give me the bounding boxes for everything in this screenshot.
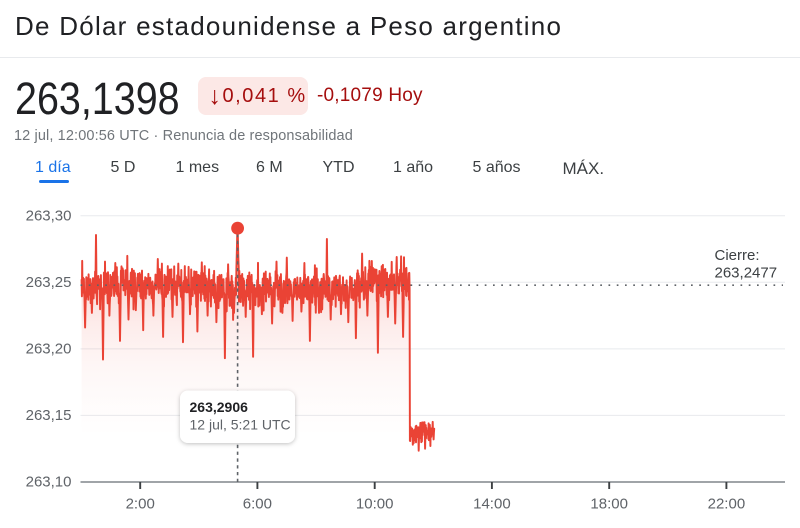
svg-text:2:00: 2:00: [126, 496, 155, 513]
svg-text:12 jul, 5:21 UTC: 12 jul, 5:21 UTC: [190, 417, 291, 433]
svg-text:10:00: 10:00: [356, 496, 394, 513]
svg-text:Cierre:: Cierre:: [715, 247, 760, 264]
svg-text:263,30: 263,30: [26, 207, 72, 224]
svg-text:22:00: 22:00: [708, 496, 746, 513]
svg-text:263,2477: 263,2477: [715, 265, 778, 282]
svg-text:263,25: 263,25: [26, 274, 72, 291]
svg-text:14:00: 14:00: [473, 496, 511, 513]
svg-text:263,20: 263,20: [26, 341, 72, 358]
svg-text:263,15: 263,15: [26, 407, 72, 424]
svg-text:263,2906: 263,2906: [190, 399, 249, 415]
svg-text:18:00: 18:00: [590, 496, 628, 513]
svg-text:6:00: 6:00: [243, 496, 272, 513]
svg-text:263,10: 263,10: [26, 474, 72, 491]
